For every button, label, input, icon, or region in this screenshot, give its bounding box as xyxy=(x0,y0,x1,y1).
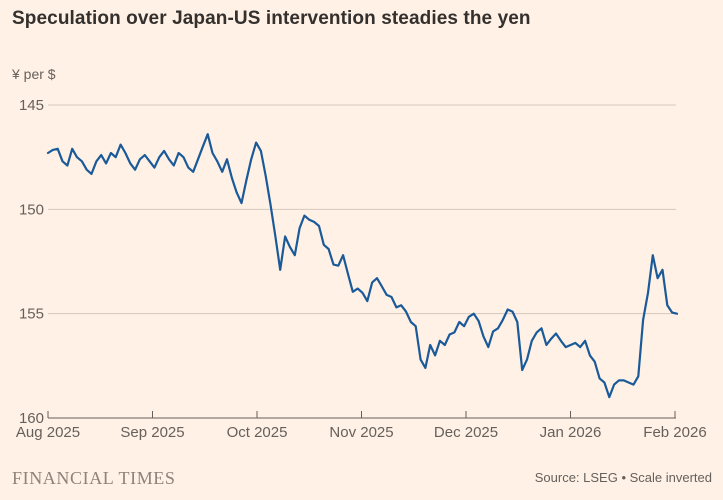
y-tick-label: 160 xyxy=(19,410,44,427)
yen-price-line xyxy=(46,133,679,399)
x-tick-label: Oct 2025 xyxy=(227,424,288,441)
y-tick-label: 150 xyxy=(19,201,44,218)
x-tick-label: Sep 2025 xyxy=(120,424,184,441)
y-axis-unit-label: ¥ per $ xyxy=(12,66,56,82)
source-note: Source: LSEG • Scale inverted xyxy=(534,470,712,485)
x-tick-label: Nov 2025 xyxy=(329,424,393,441)
x-tick-label: Dec 2025 xyxy=(434,424,498,441)
x-tick-label: Feb 2026 xyxy=(643,424,706,441)
chart-title: Speculation over Japan-US intervention s… xyxy=(12,8,531,29)
ft-logo-text: FINANCIAL TIMES xyxy=(12,468,176,488)
x-tick-label: Jan 2026 xyxy=(540,424,602,441)
x-tick-label: Aug 2025 xyxy=(16,424,80,441)
y-tick-label: 155 xyxy=(19,306,44,323)
y-tick-label: 145 xyxy=(19,97,44,114)
